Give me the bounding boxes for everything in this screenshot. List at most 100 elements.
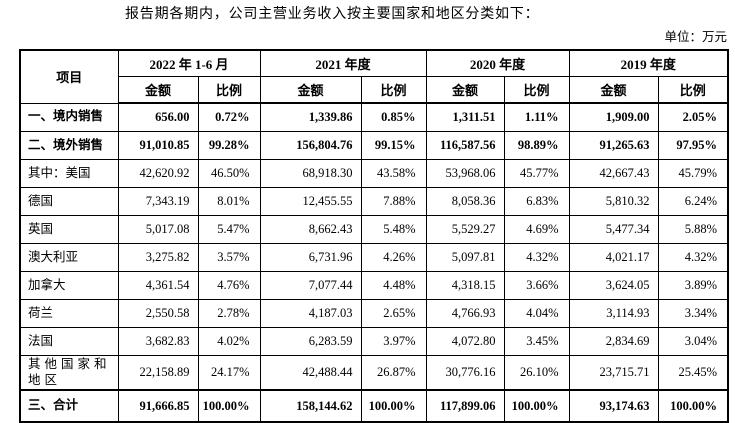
row-label: 英国	[19, 215, 119, 244]
amount-cell: 3,682.83	[117, 327, 199, 356]
row-label: 三、合计	[19, 389, 119, 423]
ratio-cell: 1.11%	[503, 102, 570, 132]
amount-cell: 5,477.34	[568, 215, 659, 244]
ratio-cell: 3.34%	[657, 299, 729, 328]
ratio-cell: 3.45%	[503, 327, 570, 356]
table-row: 其中：美国 42,620.92 46.50% 68,918.30 43.58% 53,96…	[19, 159, 729, 188]
table-row: 英国 5,017.08 5.47% 8,662.43 5.48% 5,529.27 4.69…	[19, 215, 729, 244]
ratio-cell: 6.24%	[657, 187, 729, 216]
ratio-cell: 6.83%	[503, 187, 570, 216]
amount-cell: 156,804.76	[259, 131, 362, 160]
amount-cell: 4,318.15	[425, 271, 505, 300]
ratio-cell: 4.32%	[503, 243, 570, 272]
ratio-cell: 3.97%	[360, 327, 427, 356]
ratio-cell: 98.89%	[503, 131, 570, 160]
table-row: 德国 7,343.19 8.01% 12,455.55 7.88% 8,058.36 6.8…	[19, 187, 729, 216]
column-header-period-2021: 2021 年度	[259, 49, 427, 77]
row-label: 其他国家和地区	[19, 355, 119, 391]
ratio-cell: 0.72%	[197, 102, 261, 132]
ratio-cell: 5.47%	[197, 215, 261, 244]
amount-cell: 22,158.89	[117, 355, 199, 391]
ratio-cell: 5.88%	[657, 215, 729, 244]
amount-cell: 656.00	[117, 102, 199, 132]
amount-cell: 4,072.80	[425, 327, 505, 356]
ratio-cell: 3.66%	[503, 271, 570, 300]
amount-cell: 117,899.06	[425, 389, 505, 423]
amount-cell: 7,077.44	[259, 271, 362, 300]
amount-cell: 1,339.86	[259, 102, 362, 132]
ratio-cell: 0.85%	[360, 102, 427, 132]
column-header-amount: 金额	[259, 76, 362, 104]
amount-cell: 158,144.62	[259, 389, 362, 423]
ratio-cell: 46.50%	[197, 159, 261, 188]
period-header-row: 项目 2022 年 1-6 月 2021 年度 2020 年度 2019 年度	[19, 49, 729, 104]
ratio-cell: 43.58%	[360, 159, 427, 188]
row-label: 一、境内销售	[19, 102, 119, 132]
ratio-cell: 3.89%	[657, 271, 729, 300]
amount-cell: 91,666.85	[117, 389, 199, 423]
amount-cell: 3,275.82	[117, 243, 199, 272]
column-header-amount: 金额	[568, 76, 659, 104]
amount-cell: 5,017.08	[117, 215, 199, 244]
ratio-cell: 8.01%	[197, 187, 261, 216]
ratio-cell: 25.45%	[657, 355, 729, 391]
amount-cell: 116,587.56	[425, 131, 505, 160]
column-header-ratio: 比例	[197, 76, 261, 104]
amount-cell: 5,529.27	[425, 215, 505, 244]
amount-cell: 23,715.71	[568, 355, 659, 391]
amount-cell: 53,968.06	[425, 159, 505, 188]
amount-cell: 42,488.44	[259, 355, 362, 391]
amount-cell: 4,361.54	[117, 271, 199, 300]
ratio-cell: 7.88%	[360, 187, 427, 216]
ratio-cell: 5.48%	[360, 215, 427, 244]
ratio-cell: 26.87%	[360, 355, 427, 391]
amount-cell: 6,283.59	[259, 327, 362, 356]
revenue-by-region-table: 项目 2022 年 1-6 月 2021 年度 2020 年度 2019 年度 …	[19, 49, 730, 423]
amount-cell: 91,265.63	[568, 131, 659, 160]
intro-text: 报告期各期内，公司主营业务收入按主要国家和地区分类如下：	[125, 7, 540, 22]
table-row: 二、境外销售 91,010.85 99.28% 156,804.76 99.15% 116…	[19, 131, 729, 160]
ratio-cell: 4.48%	[360, 271, 427, 300]
unit-label: 单位：万元	[664, 30, 727, 44]
ratio-cell: 4.26%	[360, 243, 427, 272]
amount-cell: 5,097.81	[425, 243, 505, 272]
amount-cell: 1,311.51	[425, 102, 505, 132]
row-label: 加拿大	[19, 271, 119, 300]
row-label: 荷兰	[19, 299, 119, 328]
table-body: 一、境内销售 656.00 0.72% 1,339.86 0.85% 1,311.51 1.…	[19, 102, 729, 423]
column-header-amount: 金额	[117, 76, 199, 104]
table-row: 三、合计 91,666.85 100.00% 158,144.62 100.00% 117…	[19, 389, 729, 423]
ratio-cell: 24.17%	[197, 355, 261, 391]
table-row: 其他国家和地区 22,158.89 24.17% 42,488.44 26.87% 30,…	[19, 355, 729, 391]
table-row: 澳大利亚 3,275.82 3.57% 6,731.96 4.26% 5,097.81 4.…	[19, 243, 729, 272]
ratio-cell: 4.69%	[503, 215, 570, 244]
table-row: 荷兰 2,550.58 2.78% 4,187.03 2.65% 4,766.93 4.04…	[19, 299, 729, 328]
ratio-cell: 100.00%	[197, 389, 261, 423]
column-header-period-2020: 2020 年度	[425, 49, 570, 77]
ratio-cell: 4.02%	[197, 327, 261, 356]
amount-cell: 68,918.30	[259, 159, 362, 188]
amount-cell: 8,058.36	[425, 187, 505, 216]
amount-cell: 93,174.63	[568, 389, 659, 423]
amount-cell: 2,834.69	[568, 327, 659, 356]
ratio-cell: 99.28%	[197, 131, 261, 160]
column-header-item: 项目	[19, 49, 119, 104]
ratio-cell: 99.15%	[360, 131, 427, 160]
row-label: 澳大利亚	[19, 243, 119, 272]
amount-cell: 6,731.96	[259, 243, 362, 272]
amount-cell: 3,114.93	[568, 299, 659, 328]
column-header-amount: 金额	[425, 76, 505, 104]
column-header-ratio: 比例	[360, 76, 427, 104]
ratio-cell: 2.05%	[657, 102, 729, 132]
ratio-cell: 4.76%	[197, 271, 261, 300]
ratio-cell: 3.04%	[657, 327, 729, 356]
column-header-ratio: 比例	[657, 76, 729, 104]
column-header-period-2019: 2019 年度	[568, 49, 729, 77]
amount-cell: 8,662.43	[259, 215, 362, 244]
amount-cell: 1,909.00	[568, 102, 659, 132]
amount-cell: 42,620.92	[117, 159, 199, 188]
row-label: 法国	[19, 327, 119, 356]
amount-cell: 30,776.16	[425, 355, 505, 391]
amount-cell: 42,667.43	[568, 159, 659, 188]
ratio-cell: 3.57%	[197, 243, 261, 272]
